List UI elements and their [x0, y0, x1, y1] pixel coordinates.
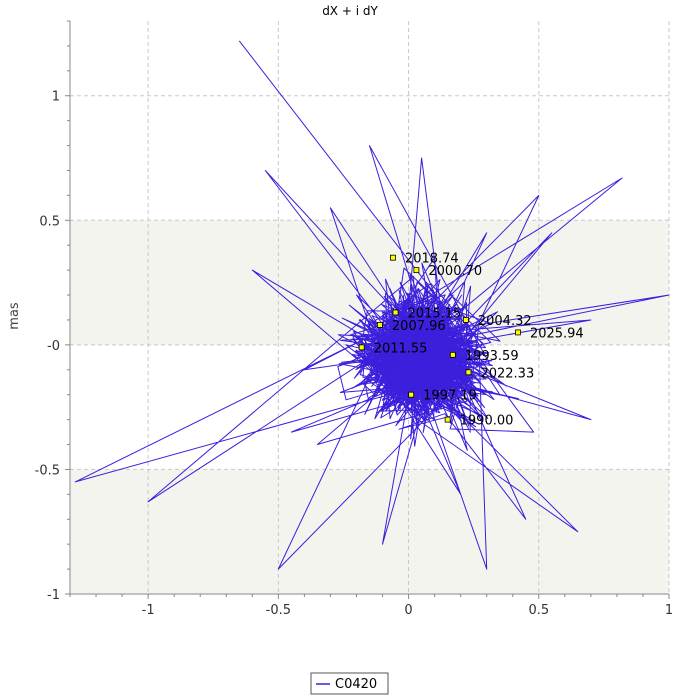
epoch-marker-3 — [377, 322, 383, 328]
y-axis-label: mas — [7, 302, 22, 330]
epoch-label-3: 2007.96 — [392, 319, 446, 334]
epoch-marker-4 — [462, 317, 469, 323]
epoch-label-7: 1993.59 — [465, 349, 519, 364]
epoch-label-10: 1990.00 — [460, 414, 514, 429]
epoch-marker-2 — [392, 309, 399, 316]
epoch-label-1: 2000.70 — [428, 264, 482, 279]
band-0 — [70, 469, 669, 594]
x-tick-label-1: -0.5 — [266, 603, 291, 618]
legend: C0420 — [310, 672, 389, 695]
y-tick-label-1: -0.5 — [35, 463, 60, 478]
epoch-label-6: 2011.55 — [374, 341, 428, 356]
epoch-label-9: 1997.19 — [423, 389, 477, 404]
chart-title: dX + i dY — [322, 4, 378, 18]
x-tick-label-3: 0.5 — [528, 603, 549, 618]
epoch-marker-1 — [413, 267, 420, 274]
x-tick-label-0: -1 — [142, 603, 155, 618]
series-line-c0420 — [74, 40, 670, 570]
y-tick-label-0: -1 — [47, 588, 60, 603]
epoch-marker-6 — [358, 344, 365, 351]
epoch-label-8: 2022.33 — [480, 366, 534, 381]
epoch-label-2: 2015.15 — [408, 306, 462, 321]
y-tick-label-4: 1 — [52, 90, 60, 105]
epoch-marker-5 — [515, 329, 521, 336]
epoch-label-5: 2025.94 — [530, 326, 584, 341]
epoch-marker-7 — [449, 351, 456, 358]
epoch-marker-9 — [408, 391, 415, 398]
epoch-label-4: 2004.32 — [478, 314, 532, 329]
y-tick-label-2: -0 — [47, 339, 60, 354]
x-tick-label-4: 1 — [665, 603, 673, 618]
legend-entry-c0420: C0420 — [335, 677, 377, 692]
epoch-label-0: 2018.74 — [405, 252, 459, 267]
epoch-marker-0 — [390, 254, 396, 261]
x-tick-label-2: 0 — [404, 603, 412, 618]
y-tick-label-3: 0.5 — [39, 214, 60, 229]
epoch-marker-10 — [444, 416, 451, 423]
epoch-marker-8 — [465, 369, 472, 376]
legend-box — [310, 672, 389, 695]
